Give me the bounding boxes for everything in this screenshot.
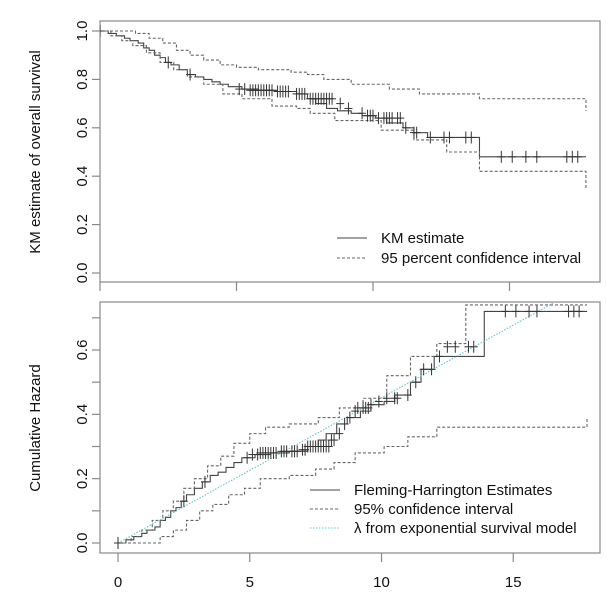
bottom-censor-mark xyxy=(469,340,478,353)
top-censor-mark xyxy=(412,126,421,139)
top-censor-mark xyxy=(497,150,506,163)
top-censor-mark xyxy=(369,109,377,122)
bottom-censor-mark xyxy=(374,395,383,408)
top-censor-mark xyxy=(300,87,309,100)
top-y-tick-label: 0.4 xyxy=(74,166,91,187)
top-legend-label: KM estimate xyxy=(381,230,464,247)
bottom-censor-marks xyxy=(114,305,584,549)
bottom-series-fh-upper-95-ci xyxy=(118,304,588,544)
km-survival-panel: 0.0 0.2 0.4 0.6 0.8 1.0 KM estimate of overal… xyxy=(27,20,601,291)
bottom-x-tick-label: 0 xyxy=(114,574,122,591)
bottom-censor-mark xyxy=(532,305,541,318)
top-censor-mark xyxy=(284,85,293,98)
bottom-censor-mark xyxy=(330,434,339,447)
bottom-x-axis: 0 5 10 15 xyxy=(114,553,522,591)
bottom-x-tick-label: 5 xyxy=(246,574,254,591)
cumulative-hazard-panel: 0.0 0.2 0.4 0.6 0 5 10 15 Cumulative Hazard Fl… xyxy=(27,301,601,591)
bottom-y-axis: 0.0 0.2 0.4 0.6 xyxy=(74,317,100,554)
top-x-axis xyxy=(99,282,511,291)
top-censor-mark xyxy=(521,150,530,163)
top-y-axis-label: KM estimate of overall survival xyxy=(27,50,44,253)
bottom-censor-mark xyxy=(451,340,460,353)
top-y-tick-label: 0.2 xyxy=(74,214,91,235)
bottom-legend-label: λ from exponential survival model xyxy=(354,520,577,537)
bottom-x-tick-label: 10 xyxy=(373,574,390,591)
bottom-y-tick-label: 0.0 xyxy=(74,533,91,554)
bottom-censor-mark xyxy=(114,537,122,549)
bottom-censor-mark xyxy=(511,305,520,318)
top-censor-mark xyxy=(240,83,249,96)
top-censor-mark xyxy=(532,150,541,163)
bottom-censor-mark xyxy=(411,376,420,389)
bottom-y-tick-label: 0.4 xyxy=(74,404,91,425)
bottom-censor-mark xyxy=(393,392,402,405)
top-y-tick-label: 0.0 xyxy=(74,263,91,284)
bottom-censor-mark xyxy=(179,495,188,508)
bottom-series-fleming-harrington-estimates xyxy=(118,310,588,544)
top-y-tick-label: 1.0 xyxy=(74,21,91,42)
bottom-x-tick-label: 15 xyxy=(505,574,522,591)
top-censor-mark xyxy=(401,121,410,134)
bottom-censor-mark xyxy=(501,305,510,318)
top-censor-marks xyxy=(100,25,582,163)
top-series-km-upper-95-ci xyxy=(100,30,587,111)
bottom-censor-mark xyxy=(575,305,584,318)
top-censor-mark xyxy=(328,92,337,105)
bottom-censor-mark xyxy=(272,446,281,459)
bottom-censor-mark xyxy=(243,451,252,464)
bottom-censor-mark xyxy=(419,363,428,376)
bottom-series-fh-lower-95-ci xyxy=(118,417,588,544)
top-censor-mark xyxy=(426,131,435,144)
top-plot-frame xyxy=(99,20,601,283)
top-censor-mark xyxy=(267,84,276,97)
bottom-censor-mark xyxy=(443,340,452,353)
top-censor-mark xyxy=(396,112,405,125)
bottom-censor-mark xyxy=(382,392,391,405)
bottom-censor-mark xyxy=(366,398,375,411)
bottom-censor-mark xyxy=(435,350,444,363)
top-y-axis: 0.0 0.2 0.4 0.6 0.8 1.0 xyxy=(74,21,100,284)
top-censor-mark xyxy=(467,131,476,144)
top-censor-mark xyxy=(445,131,454,144)
bottom-legend-label: Fleming-Harrington Estimates xyxy=(354,482,552,499)
bottom-censor-mark xyxy=(525,305,534,318)
top-censor-mark xyxy=(186,68,195,81)
top-censor-mark xyxy=(336,97,345,110)
bottom-series-group xyxy=(117,302,588,544)
top-censor-mark xyxy=(100,25,104,37)
top-series-km-estimate xyxy=(100,30,586,158)
bottom-y-tick-label: 0.6 xyxy=(74,340,91,361)
top-censor-mark xyxy=(344,102,353,115)
top-legend-label: 95 percent confidence interval xyxy=(381,250,581,267)
top-censor-mark xyxy=(508,150,517,163)
top-series-group xyxy=(100,30,587,190)
top-series-km-lower-95-ci xyxy=(100,30,587,190)
bottom-plot-frame xyxy=(99,301,601,554)
top-censor-mark xyxy=(164,56,173,69)
bottom-censor-mark xyxy=(200,475,209,488)
bottom-legend-label: 95% confidence interval xyxy=(354,501,513,518)
bottom-censor-mark xyxy=(403,389,412,402)
bottom-censor-mark xyxy=(335,427,344,440)
top-legend: KM estimate 95 percent confidence interva… xyxy=(337,230,581,267)
top-censor-mark xyxy=(358,107,367,120)
top-y-tick-label: 0.6 xyxy=(74,117,91,138)
bottom-y-tick-label: 0.2 xyxy=(74,468,91,489)
top-censor-mark xyxy=(573,150,582,163)
top-y-tick-label: 0.8 xyxy=(74,69,91,90)
bottom-censor-mark xyxy=(293,445,302,458)
bottom-y-axis-label: Cumulative Hazard xyxy=(27,364,44,492)
bottom-legend: Fleming-Harrington Estimates 95% confiden… xyxy=(310,482,577,537)
bottom-censor-mark xyxy=(427,363,436,376)
bottom-censor-mark xyxy=(324,440,333,453)
bottom-censor-mark xyxy=(340,417,349,430)
bottom-censor-mark xyxy=(345,411,354,424)
